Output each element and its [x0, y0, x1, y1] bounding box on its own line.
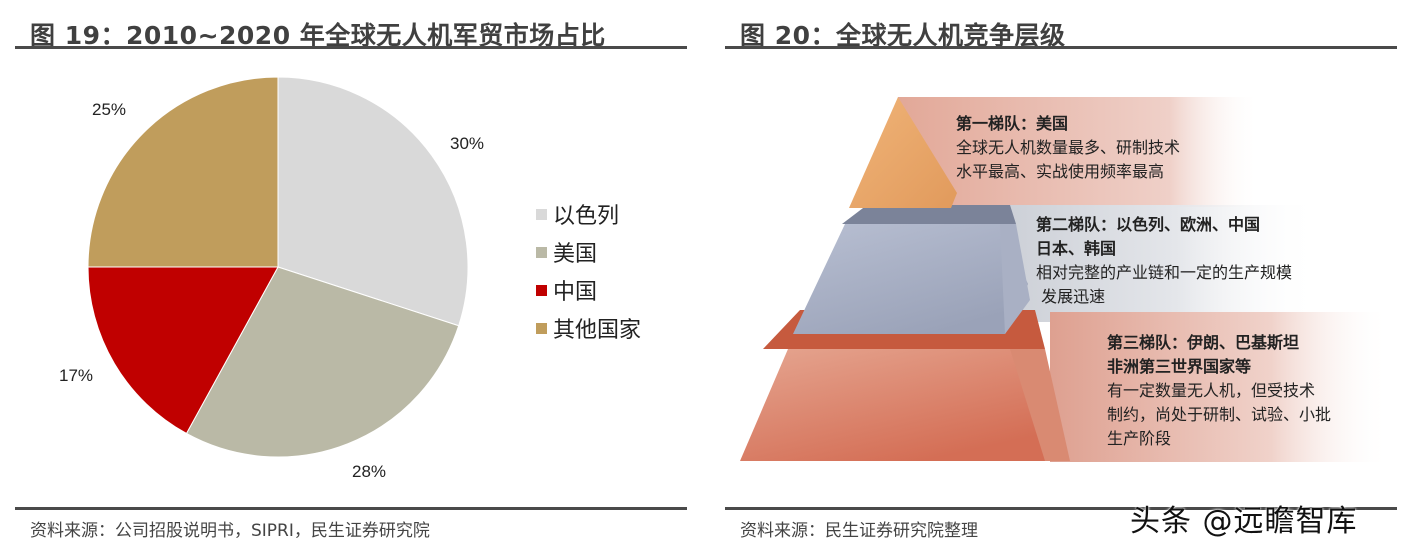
pie-slice-china: [87, 266, 279, 435]
pie-label-israel: 30%: [450, 134, 485, 153]
pie-label-china: 17%: [59, 366, 94, 385]
tier-2-text: 第二梯队：以色列、欧洲、中国 日本、韩国 相对完整的产业链和一定的生产规模 发展…: [1036, 213, 1292, 309]
tier-2-desc-line: 相对完整的产业链和一定的生产规模: [1036, 263, 1293, 282]
tier-1-banner: [898, 97, 1260, 207]
tier-1-heading: 第一梯队：美国: [956, 114, 1069, 133]
pie-slice-israel: [277, 76, 469, 327]
pie-slice-usa: [185, 266, 460, 458]
tier-3-desc-line: 生产阶段: [1107, 429, 1172, 448]
legend-item-others: 其他国家: [536, 309, 641, 347]
pie-label-others: 25%: [92, 100, 127, 119]
title-rule-right: [725, 46, 1397, 49]
tier-2-side-face: [1000, 224, 1030, 334]
tier-2-front-face: [793, 224, 1028, 334]
legend-swatch-others: [536, 322, 547, 334]
legend-label: 其他国家: [553, 318, 642, 343]
legend-item-israel: 以色列: [536, 195, 641, 233]
tier-3-text: 第三梯队：伊朗、巴基斯坦 非洲第三世界国家等 有一定数量无人机，但受技术 制约，…: [1107, 331, 1331, 451]
figure-20-source: 资料来源：民生证券研究院整理: [740, 521, 978, 541]
tier-3-banner: [1050, 312, 1390, 462]
tier-3-heading: 第三梯队：伊朗、巴基斯坦: [1107, 333, 1300, 352]
tier-2-heading: 第二梯队：以色列、欧洲、中国: [1036, 215, 1261, 234]
tier-3-desc-line: 有一定数量无人机，但受技术: [1107, 381, 1316, 400]
legend-item-china: 中国: [536, 271, 641, 309]
legend-label: 中国: [553, 280, 598, 305]
watermark: 头条 @远瞻智库: [1130, 504, 1358, 539]
tier-2-desc-line: 发展迅速: [1036, 287, 1106, 306]
pie-label-usa: 28%: [352, 462, 387, 481]
title-rule-left: [15, 46, 687, 49]
legend-swatch-usa: [536, 246, 547, 258]
pie-slice-others: [87, 76, 279, 268]
pie-chart: [87, 76, 469, 458]
source-rule-left: [15, 507, 687, 510]
pie-legend: 以色列 美国 中国 其他国家: [536, 195, 641, 347]
legend-label: 美国: [553, 242, 598, 267]
source-rule-right: [725, 507, 1397, 510]
tier-2-heading: 日本、韩国: [1036, 239, 1117, 258]
tier-3-side-face: [1010, 349, 1070, 461]
tier-1-text: 第一梯队：美国 全球无人机数量最多、研制技术 水平最高、实战使用频率最高: [956, 112, 1180, 184]
tier-1-front-face: [849, 97, 957, 208]
legend-swatch-israel: [536, 208, 547, 220]
figure-20-title: 图 20：全球无人机竞争层级: [740, 21, 1066, 50]
legend-label: 以色列: [553, 204, 620, 229]
tier-2-top-edge: [842, 205, 1016, 224]
legend-swatch-china: [536, 284, 547, 296]
tier-3-desc-line: 制约，尚处于研制、试验、小批: [1107, 405, 1332, 424]
tier-1-desc-line: 水平最高、实战使用频率最高: [956, 162, 1165, 181]
tier-1-desc-line: 全球无人机数量最多、研制技术: [956, 138, 1181, 157]
figure-19-source: 资料来源：公司招股说明书，SIPRI，民生证券研究院: [30, 521, 430, 541]
figure-19-title: 图 19：2010~2020 年全球无人机军贸市场占比: [30, 21, 606, 50]
pyramid-diagram: [740, 97, 1390, 462]
legend-item-usa: 美国: [536, 233, 641, 271]
tier-3-front-face: [740, 349, 1045, 461]
tier-3-heading: 非洲第三世界国家等: [1107, 357, 1252, 376]
